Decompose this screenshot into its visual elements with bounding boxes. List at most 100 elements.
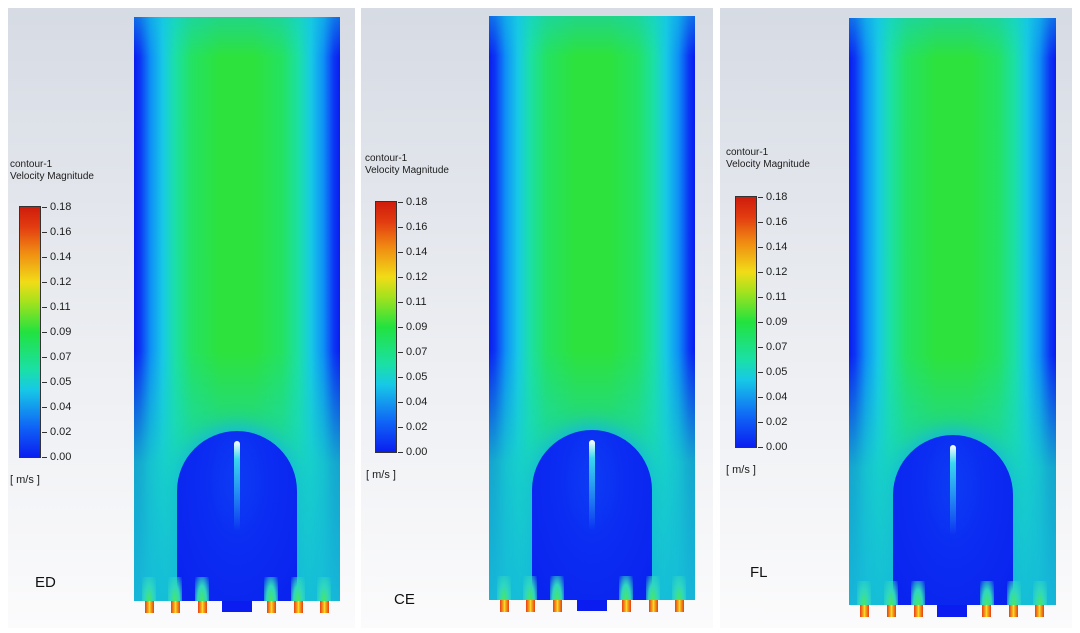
tick-label: 0.00 [50, 451, 72, 463]
inlet-plume [523, 576, 537, 600]
tick-mark [42, 407, 47, 408]
tick-mark [42, 332, 47, 333]
central-jet [589, 440, 595, 530]
legend-title-line1: contour-1 [726, 147, 769, 158]
inlet-nozzle [145, 601, 154, 613]
tick-mark [42, 432, 47, 433]
tick-mark [758, 197, 763, 198]
inlet-nozzle [526, 600, 535, 612]
tick-mark [398, 452, 403, 453]
tick-label: 0.05 [406, 371, 428, 383]
contour-panel-fl: contour-1 Velocity Magnitude 0.18 0.16 0.1… [720, 8, 1072, 628]
unit-label: [ m/s ] [726, 464, 756, 476]
inlet-plume [497, 576, 511, 600]
inlet-plume [264, 577, 278, 601]
velocity-contour-field [489, 16, 695, 600]
inlet-nozzle [320, 601, 329, 613]
inlet-nozzle [553, 600, 562, 612]
inlet-plume [291, 577, 305, 601]
inlet-nozzle [1009, 605, 1018, 617]
unit-label: [ m/s ] [366, 469, 396, 481]
central-outlet [222, 601, 252, 612]
inlet-nozzle [982, 605, 991, 617]
tick-label: 0.02 [766, 416, 788, 428]
inlet-plume [619, 576, 633, 600]
tick-mark [398, 427, 403, 428]
tick-label: 0.02 [50, 426, 72, 438]
wall-boundary-layer [849, 18, 1056, 58]
central-jet [234, 441, 240, 531]
tick-label: 0.11 [766, 291, 787, 303]
tick-label: 0.11 [406, 296, 427, 308]
tick-label: 0.14 [766, 241, 788, 253]
tick-mark [398, 252, 403, 253]
velocity-contour-field [849, 18, 1056, 605]
legend-title-line2: Velocity Magnitude [365, 165, 449, 176]
inlet-plume [195, 577, 209, 601]
inlet-plume [911, 581, 925, 605]
inlet-plume [168, 577, 182, 601]
inlet-nozzle [294, 601, 303, 613]
tick-mark [758, 447, 763, 448]
legend-title-line1: contour-1 [10, 159, 53, 170]
inlet-plume [646, 576, 660, 600]
inlet-nozzle [500, 600, 509, 612]
inlet-plume [550, 576, 564, 600]
color-scale-bar [375, 201, 397, 453]
central-outlet [937, 605, 967, 617]
inlet-plume [857, 581, 871, 605]
tick-mark [758, 272, 763, 273]
color-scale-bar [735, 196, 757, 448]
tick-label: 0.18 [766, 191, 788, 203]
tick-mark [398, 202, 403, 203]
tick-label: 0.09 [50, 326, 72, 338]
inlet-plume [980, 581, 994, 605]
wall-boundary-layer [489, 16, 695, 56]
inlet-plume [1007, 581, 1021, 605]
tick-mark [758, 322, 763, 323]
tick-mark [42, 282, 47, 283]
tick-label: 0.16 [406, 221, 428, 233]
contour-panel-ce: contour-1 Velocity Magnitude 0.18 0.16 0.1… [361, 8, 713, 628]
tick-mark [398, 327, 403, 328]
inlet-nozzle [914, 605, 923, 617]
inlet-plume [317, 577, 331, 601]
tick-label: 0.14 [406, 246, 428, 258]
tick-label: 0.07 [50, 351, 72, 363]
tick-mark [42, 357, 47, 358]
tick-label: 0.16 [50, 226, 72, 238]
velocity-contour-field [134, 17, 340, 601]
tick-label: 0.16 [766, 216, 788, 228]
inlet-nozzle [887, 605, 896, 617]
inlet-nozzle [171, 601, 180, 613]
color-scale-bar [19, 206, 41, 458]
contour-panel-ed: contour-1 Velocity Magnitude 0.18 0.16 0.1… [8, 8, 355, 628]
tick-label: 0.04 [50, 401, 72, 413]
tick-label: 0.18 [406, 196, 428, 208]
legend-title: contour-1 Velocity Magnitude [726, 147, 810, 171]
legend-title-line2: Velocity Magnitude [726, 159, 810, 170]
tick-mark [398, 377, 403, 378]
case-label: FL [750, 564, 768, 581]
tick-label: 0.07 [766, 341, 788, 353]
tick-label: 0.00 [406, 446, 428, 458]
tick-mark [758, 247, 763, 248]
case-label: CE [394, 591, 415, 608]
inlet-plume [884, 581, 898, 605]
inlet-plume [672, 576, 686, 600]
tick-label: 0.07 [406, 346, 428, 358]
tick-mark [398, 302, 403, 303]
tick-label: 0.14 [50, 251, 72, 263]
tick-mark [42, 232, 47, 233]
tick-label: 0.02 [406, 421, 428, 433]
tick-label: 0.12 [766, 266, 788, 278]
tick-mark [398, 227, 403, 228]
tick-mark [42, 207, 47, 208]
tick-mark [42, 457, 47, 458]
tick-label: 0.11 [50, 301, 71, 313]
tick-mark [42, 382, 47, 383]
tick-label: 0.05 [50, 376, 72, 388]
tick-mark [758, 347, 763, 348]
tick-label: 0.18 [50, 201, 72, 213]
inlet-nozzle [860, 605, 869, 617]
